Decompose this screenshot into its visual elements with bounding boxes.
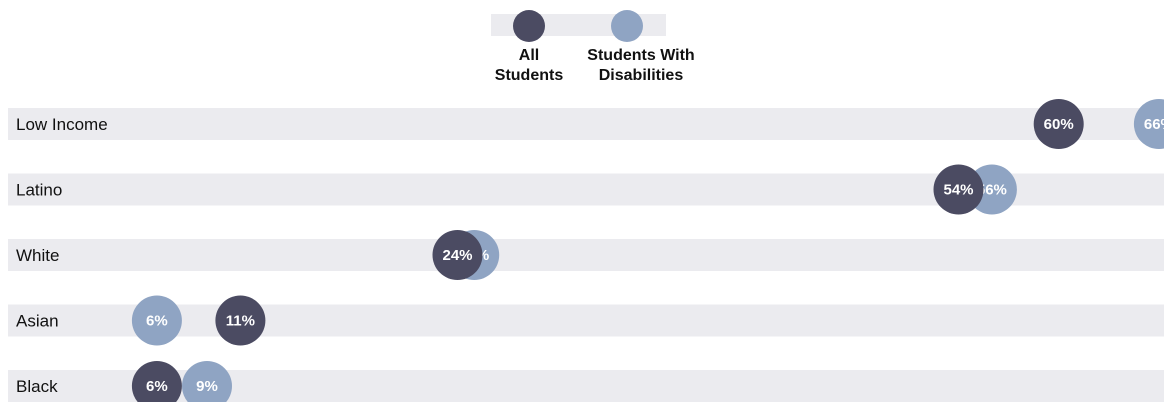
- legend-label-swd-line-1: Students With: [587, 47, 694, 64]
- data-label: 60%: [1044, 116, 1074, 133]
- row-band: [8, 239, 1164, 271]
- row-label: Low Income: [16, 115, 108, 134]
- data-label: 54%: [943, 182, 973, 199]
- row-latino: Latino 56%54%: [8, 164, 1164, 215]
- data-point: [432, 230, 483, 280]
- row-label: Black: [16, 377, 58, 396]
- row-black: Black 9% 6%: [8, 361, 1164, 402]
- row-band: [8, 304, 1164, 337]
- data-point: [215, 295, 266, 346]
- row-label: Asian: [16, 312, 59, 331]
- row-asian: Asian 11% 6%: [8, 295, 1164, 346]
- data-label: 6%: [146, 378, 168, 395]
- data-point: [131, 295, 182, 346]
- row-band: [8, 108, 1164, 140]
- data-label: 6%: [146, 313, 168, 330]
- row-label: White: [16, 246, 59, 265]
- legend-dot-students-with-disabilities: [611, 10, 643, 42]
- legend-label-all-students-line-1: All: [519, 47, 539, 64]
- data-label: 24%: [442, 247, 472, 264]
- data-label: 66%: [1144, 116, 1164, 133]
- row-label: Latino: [16, 181, 62, 200]
- data-point: [1033, 99, 1084, 149]
- dot-students-with-disabilities: 6%: [131, 295, 182, 346]
- data-point: [131, 361, 182, 402]
- data-label: 56%: [977, 182, 1007, 199]
- legend-label-swd-line-2: Disabilities: [599, 67, 684, 84]
- legend-label-all-students-line-2: Students: [495, 67, 564, 84]
- data-point: [933, 164, 984, 215]
- row-white: White25%24%: [8, 230, 1164, 280]
- data-point: [1133, 99, 1164, 149]
- row-low-income: Low Income 66% 60%: [8, 99, 1164, 149]
- chart-rows: Low Income 66% 60% Latino 56%54% White25%24% A…: [8, 99, 1164, 402]
- data-point: [182, 361, 232, 402]
- dot-all-students: 11%: [215, 295, 266, 346]
- legend: All Students Students With Disabilities: [491, 10, 695, 84]
- data-label: 9%: [196, 378, 218, 395]
- dot-all-students: 24%: [432, 230, 483, 280]
- data-label: 11%: [226, 313, 255, 330]
- dot-students-with-disabilities: 66%: [1133, 99, 1164, 149]
- dot-all-students: 60%: [1033, 99, 1084, 149]
- dot-students-with-disabilities: 9%: [182, 361, 232, 402]
- dot-all-students: 6%: [131, 361, 182, 402]
- dot-all-students: 54%: [933, 164, 984, 215]
- legend-dot-all-students: [513, 10, 545, 42]
